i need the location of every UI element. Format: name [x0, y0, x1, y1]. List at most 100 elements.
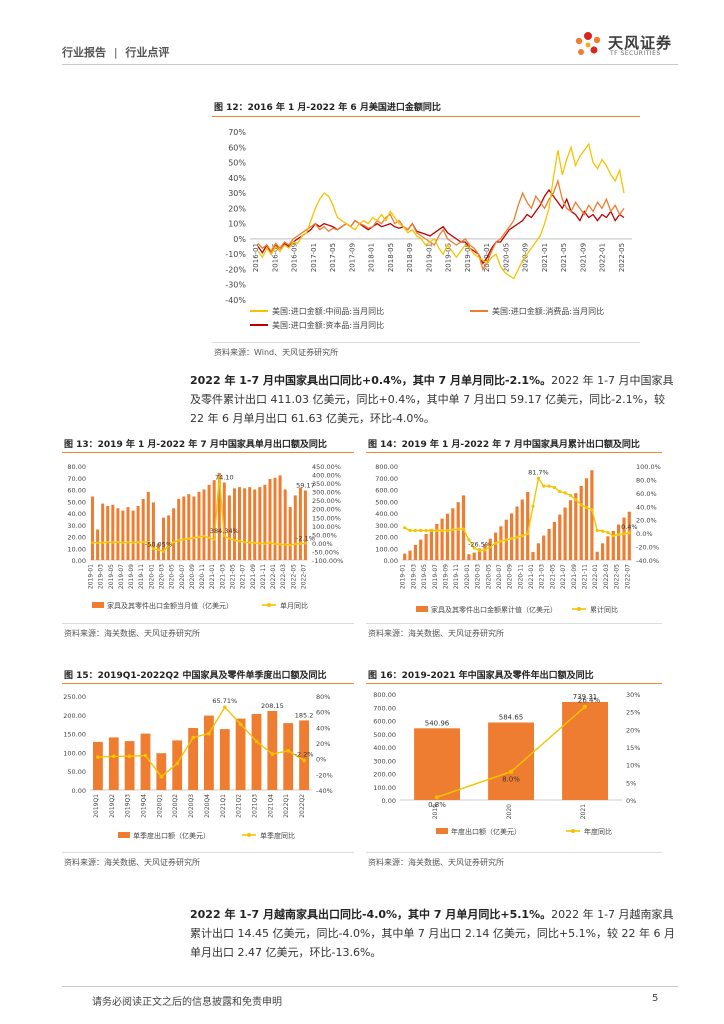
- y-tick-label: 600.00: [375, 487, 398, 495]
- bar: [288, 507, 292, 560]
- yoy-point: [175, 761, 179, 766]
- y2-tick-label: 0%: [316, 756, 326, 764]
- fig14-source-rule: [366, 623, 662, 624]
- y2-tick-label: 15%: [626, 744, 640, 752]
- yoy-point: [435, 528, 439, 533]
- x-tick-label: 2021-01: [209, 564, 216, 589]
- yoy-point: [223, 705, 227, 709]
- bar: [563, 507, 567, 560]
- fig13-source-rule: [62, 623, 354, 624]
- yoy-point: [223, 534, 226, 538]
- yoy-point: [263, 542, 267, 545]
- bar: [478, 548, 482, 560]
- bar: [106, 506, 110, 560]
- fig13-caption: 图 13：2019 年 1 月-2022 年 7 月中国家具单月出口额及同比: [64, 440, 327, 450]
- yoy-point: [121, 541, 125, 545]
- data-label: -2.1%: [296, 534, 315, 542]
- bar: [227, 495, 231, 560]
- footer-rule: [62, 986, 678, 987]
- yoy-point: [509, 769, 513, 774]
- fig12-source: 资料来源：Wind、天风证券研究所: [214, 348, 339, 357]
- x-tick-label: 2022-05: [618, 243, 626, 272]
- yoy-point: [299, 542, 302, 545]
- bar: [440, 518, 444, 560]
- yoy-point: [424, 528, 428, 533]
- legend-swatch: [577, 607, 581, 611]
- yoy-point: [136, 540, 140, 544]
- x-tick-label: 2017-01: [310, 243, 318, 272]
- bar: [207, 484, 211, 560]
- bar: [141, 498, 145, 560]
- fig16-caption: 图 16：2019-2021 年中国家具及零件年出口额及同比: [368, 671, 594, 681]
- x-tick-label: 2019-09: [464, 243, 472, 272]
- y2-tick-label: 20.0%: [636, 517, 657, 525]
- x-tick-label: 2021-09: [250, 564, 257, 589]
- yoy-point: [283, 543, 287, 546]
- bar: [293, 495, 297, 560]
- y2-tick-label: 450.00%: [312, 463, 341, 471]
- yoy-point: [294, 542, 297, 546]
- bar: [273, 477, 277, 561]
- y-tick-label: 70%: [228, 128, 246, 137]
- y-tick-label: 40%: [228, 174, 246, 183]
- y-tick-label: 10%: [228, 220, 246, 229]
- x-tick-label: 2021Q2: [236, 794, 243, 818]
- yoy-point: [304, 542, 307, 545]
- yoy-point: [159, 774, 164, 779]
- bar: [547, 529, 551, 560]
- yoy-point: [187, 537, 191, 540]
- yoy-point: [526, 532, 530, 536]
- x-tick-label: 2022-01: [270, 564, 277, 589]
- bar: [251, 714, 262, 790]
- bar: [414, 728, 460, 800]
- x-tick-label: 2022-05: [290, 564, 297, 589]
- series-line: [257, 178, 625, 272]
- bar: [483, 543, 487, 560]
- y-tick-label: 100.00: [375, 545, 398, 553]
- bar: [595, 551, 599, 560]
- x-tick-label: 2018-01: [368, 243, 376, 272]
- y2-tick-label: -40.0%: [636, 557, 659, 565]
- x-tick-label: 2022Q1: [283, 794, 290, 818]
- x-tick-label: 2019-01: [88, 564, 95, 589]
- yoy-point: [601, 529, 605, 533]
- y-tick-label: -30%: [225, 281, 246, 290]
- x-tick-label: 2019Q1: [93, 794, 100, 818]
- fig12-caption-rule: [212, 116, 640, 117]
- bar: [283, 489, 287, 560]
- legend-label: 家具及其零件出口金额当月值（亿美元）: [107, 601, 233, 610]
- y-tick-label: 700.00: [375, 475, 398, 483]
- fig14-caption: 图 14：2019 年 1 月-2022 年 7 月中国家具月累计出口额及同比: [368, 440, 640, 450]
- x-tick-label: 2019Q4: [141, 794, 148, 818]
- legend-label: 累计同比: [590, 605, 618, 614]
- bar: [526, 492, 530, 560]
- legend-swatch: [267, 603, 271, 607]
- legend-label: 年度出口额（亿美元）: [451, 827, 521, 836]
- yoy-point: [192, 536, 196, 540]
- bar: [96, 529, 100, 560]
- y2-tick-label: 350.00%: [312, 480, 341, 488]
- x-tick-label: 2020-05: [169, 564, 176, 589]
- yoy-point: [278, 543, 282, 546]
- x-tick-label: 2020-03: [159, 564, 166, 589]
- yoy-point: [131, 541, 135, 544]
- bar: [584, 478, 589, 560]
- bar: [499, 526, 503, 560]
- bar: [219, 729, 230, 790]
- bar: [606, 536, 610, 560]
- x-tick-label: 2020: [506, 804, 513, 819]
- y2-tick-label: 10%: [626, 762, 640, 770]
- bar: [91, 496, 94, 560]
- tf-flower-icon: [575, 32, 601, 55]
- x-tick-label: 2019-03: [410, 564, 417, 589]
- bar: [611, 531, 615, 560]
- para2-body: 2022 年 1-7 月越南家具累计出口 14.45 亿美元，同比-4.0%，其…: [190, 908, 676, 959]
- yoy-line: [97, 706, 305, 778]
- yoy-point: [622, 532, 626, 536]
- report-type: 行业报告: [62, 46, 106, 59]
- yoy-point: [413, 528, 417, 533]
- y-tick-label: 50.00: [67, 768, 86, 776]
- bar: [162, 517, 165, 560]
- yoy-point: [403, 526, 407, 530]
- yoy-point: [504, 538, 508, 542]
